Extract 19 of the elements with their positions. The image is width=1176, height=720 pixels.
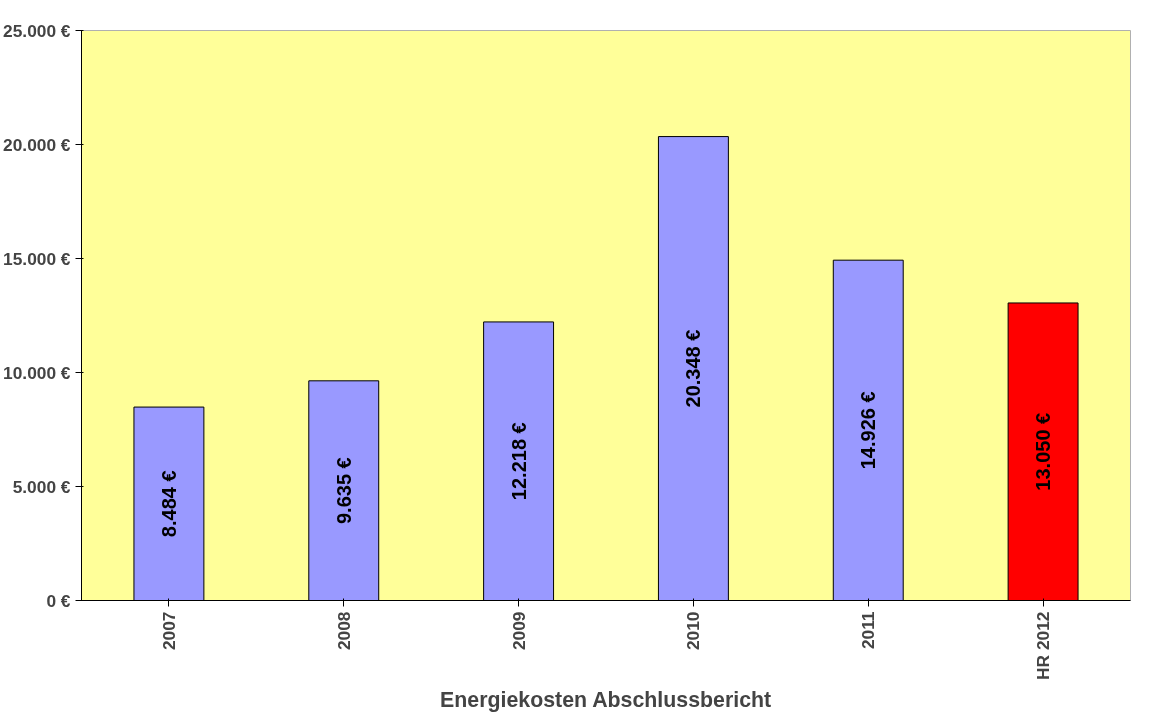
y-tick-label: 5.000 €	[12, 476, 71, 497]
x-tick-label: 2011	[858, 611, 879, 650]
data-label: 12.218 €	[507, 422, 530, 501]
data-label: 14.926 €	[857, 391, 880, 470]
x-tick-label: HR 2012	[1033, 611, 1054, 680]
data-label: 20.348 €	[682, 329, 705, 408]
y-tick-label: 10.000 €	[3, 362, 71, 383]
data-label: 8.484 €	[157, 470, 180, 538]
x-tick-label: 2007	[158, 611, 179, 651]
x-tick-label: 2009	[508, 611, 529, 651]
data-label: 13.050 €	[1032, 412, 1055, 491]
x-axis-title: Energiekosten Abschlussbericht	[440, 687, 772, 712]
data-label: 9.635 €	[332, 457, 355, 525]
y-tick-label: 0 €	[46, 590, 71, 611]
x-tick-label: 2010	[683, 611, 704, 651]
x-tick-label: 2008	[333, 611, 354, 651]
y-tick-label: 15.000 €	[3, 248, 71, 269]
y-tick-label: 20.000 €	[3, 134, 71, 155]
y-tick-label: 25.000 €	[3, 20, 71, 41]
